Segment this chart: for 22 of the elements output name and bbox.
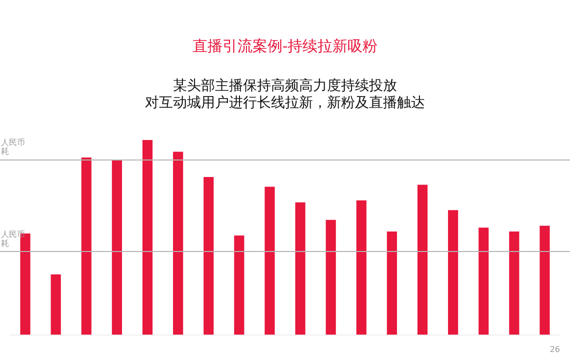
bar bbox=[204, 177, 214, 335]
bar bbox=[417, 184, 428, 335]
bar bbox=[448, 210, 458, 335]
bar bbox=[295, 202, 306, 335]
bar bbox=[478, 228, 489, 335]
bar bbox=[386, 232, 397, 335]
bar bbox=[50, 274, 61, 335]
bar bbox=[142, 140, 153, 335]
bar bbox=[356, 200, 366, 335]
bar bbox=[540, 226, 550, 335]
chart-subtitle: 某头部主播保持高频高力度持续投放 bbox=[172, 78, 398, 94]
bar bbox=[326, 220, 336, 335]
bar bbox=[234, 235, 244, 335]
chart-title: 直播引流案例-持续拉新吸粉 bbox=[191, 37, 379, 56]
bar bbox=[112, 159, 122, 335]
ref-line-label: 人民币耗 bbox=[1, 138, 26, 156]
bar bbox=[509, 232, 520, 335]
bar bbox=[264, 186, 275, 335]
bar bbox=[173, 152, 184, 335]
bar bbox=[81, 158, 92, 335]
text: 对互动城用户进行长线拉新，新粉及直播触达 bbox=[144, 94, 426, 112]
text: 26 bbox=[550, 345, 560, 354]
